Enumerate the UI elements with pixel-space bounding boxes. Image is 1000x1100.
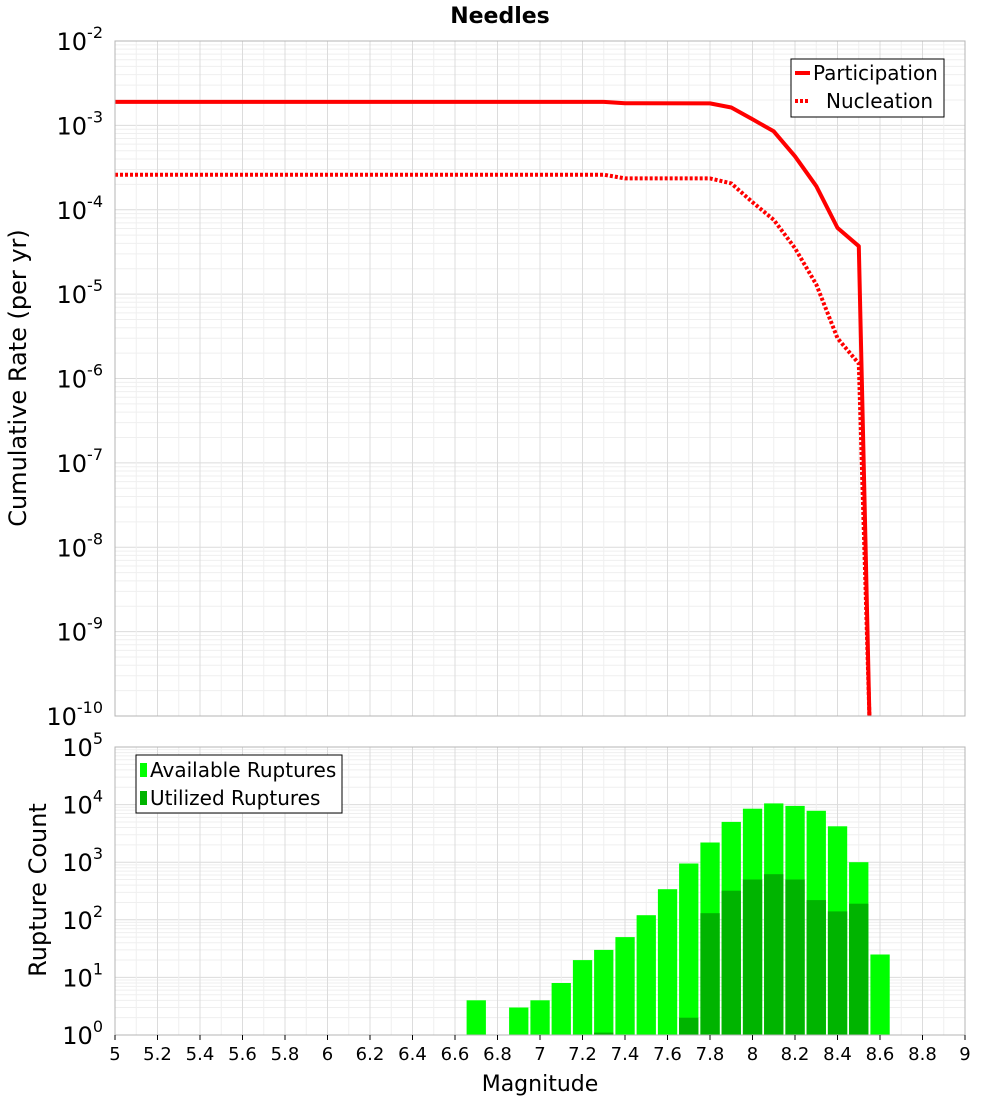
magnitude-axis: 5 5.2 5.4 5.6 5.8 6 6.2 6.4 6.6 6.8 7 7.2 7.4 7.6 7.8 8… — [109, 1035, 971, 1065]
series-line-participation — [115, 99, 872, 717]
y-tick-label: 10-8 — [57, 529, 104, 562]
y-tick-label: 10-7 — [57, 445, 104, 478]
x-tick-label: 6.6 — [441, 1044, 470, 1065]
x-tick-label: 7.6 — [653, 1044, 682, 1065]
x-tick-label: 6.8 — [483, 1044, 512, 1065]
x-tick-label: 5.2 — [143, 1044, 172, 1065]
legend-box — [135, 754, 343, 814]
bar-available-ruptures — [572, 960, 593, 1035]
rate-legend: Participation Nucleation — [790, 58, 945, 118]
bar-available-ruptures — [870, 954, 890, 1035]
bar-utilized-ruptures — [679, 1017, 699, 1035]
bar-available-ruptures — [551, 983, 571, 1035]
bar-available-ruptures — [466, 1000, 486, 1035]
y-tick-label: 10-9 — [57, 614, 104, 647]
x-tick-label: 9 — [959, 1044, 970, 1065]
y-tick-label: 104 — [62, 787, 103, 820]
bar-available-ruptures — [679, 863, 699, 1035]
bar-utilized-ruptures — [742, 879, 763, 1035]
bar-utilized-ruptures — [785, 879, 805, 1035]
bar-utilized-ruptures — [827, 911, 848, 1035]
count-axis-label: Rupture Count — [24, 803, 52, 977]
y-tick-label: 10-2 — [57, 23, 104, 56]
bar-utilized-ruptures — [764, 874, 784, 1035]
y-tick-label: 10-10 — [46, 698, 103, 731]
x-tick-label: 8 — [747, 1044, 758, 1065]
x-tick-label: 7.4 — [611, 1044, 640, 1065]
y-tick-label: 102 — [62, 902, 103, 935]
y-tick-label: 10-6 — [57, 361, 104, 394]
legend-label-nucleation: Nucleation — [826, 89, 933, 113]
x-tick-label: 5.4 — [186, 1044, 215, 1065]
bar-utilized-ruptures — [594, 1032, 614, 1035]
bar-utilized-ruptures — [806, 900, 826, 1035]
x-tick-label: 5.8 — [271, 1044, 300, 1065]
legend-swatch-available-ruptures — [140, 763, 147, 777]
x-tick-label: 7.8 — [696, 1044, 725, 1065]
count-panel: 100 101 102 103 104 105 Available Ruptures Util… — [62, 729, 966, 1050]
x-tick-label: 6.2 — [356, 1044, 385, 1065]
x-tick-label: 7 — [534, 1044, 545, 1065]
rate-plot-frame — [114, 40, 966, 717]
legend-label-available-ruptures: Available Ruptures — [150, 758, 336, 782]
x-tick-label: 5.6 — [228, 1044, 257, 1065]
x-tick-label: 7.2 — [568, 1044, 597, 1065]
y-tick-label: 105 — [62, 729, 103, 762]
rate-panel: 10-10 10-9 10-8 10-7 10-6 10-5 10-4 10-3 10-2 Par… — [46, 23, 966, 731]
legend-label-utilized-ruptures: Utilized Ruptures — [150, 786, 320, 810]
y-tick-label: 10-4 — [57, 192, 104, 225]
x-tick-label: 6.4 — [398, 1044, 427, 1065]
bar-available-ruptures — [615, 937, 635, 1035]
x-tick-label: 8.8 — [908, 1044, 937, 1065]
y-tick-label: 101 — [62, 959, 103, 992]
x-tick-label: 8.4 — [823, 1044, 852, 1065]
y-tick-label: 103 — [62, 844, 103, 877]
bar-available-ruptures — [594, 949, 614, 1035]
legend-box — [790, 58, 945, 118]
bar-utilized-ruptures — [700, 913, 720, 1035]
legend-swatch-utilized-ruptures — [140, 791, 147, 805]
bar-available-ruptures — [509, 1007, 529, 1035]
bar-utilized-ruptures — [721, 890, 741, 1035]
count-legend: Available Ruptures Utilized Ruptures — [135, 754, 343, 814]
magnitude-axis-label: Magnitude — [482, 1072, 599, 1097]
bar-available-ruptures — [530, 1000, 550, 1035]
chart-title: Needles — [450, 4, 550, 29]
bar-available-ruptures — [657, 889, 678, 1035]
series-line-nucleation — [115, 172, 872, 717]
x-tick-label: 5 — [109, 1044, 120, 1065]
bar-available-ruptures — [636, 915, 656, 1035]
y-tick-label: 10-5 — [57, 276, 104, 309]
legend-label-participation: Participation — [813, 61, 938, 85]
x-tick-label: 8.6 — [866, 1044, 895, 1065]
x-tick-label: 6 — [322, 1044, 333, 1065]
y-tick-label: 10-3 — [57, 107, 104, 140]
y-tick-label: 100 — [62, 1017, 103, 1050]
bar-utilized-ruptures — [849, 903, 869, 1035]
x-tick-label: 8.2 — [781, 1044, 810, 1065]
rate-axis-label: Cumulative Rate (per yr) — [4, 229, 32, 527]
